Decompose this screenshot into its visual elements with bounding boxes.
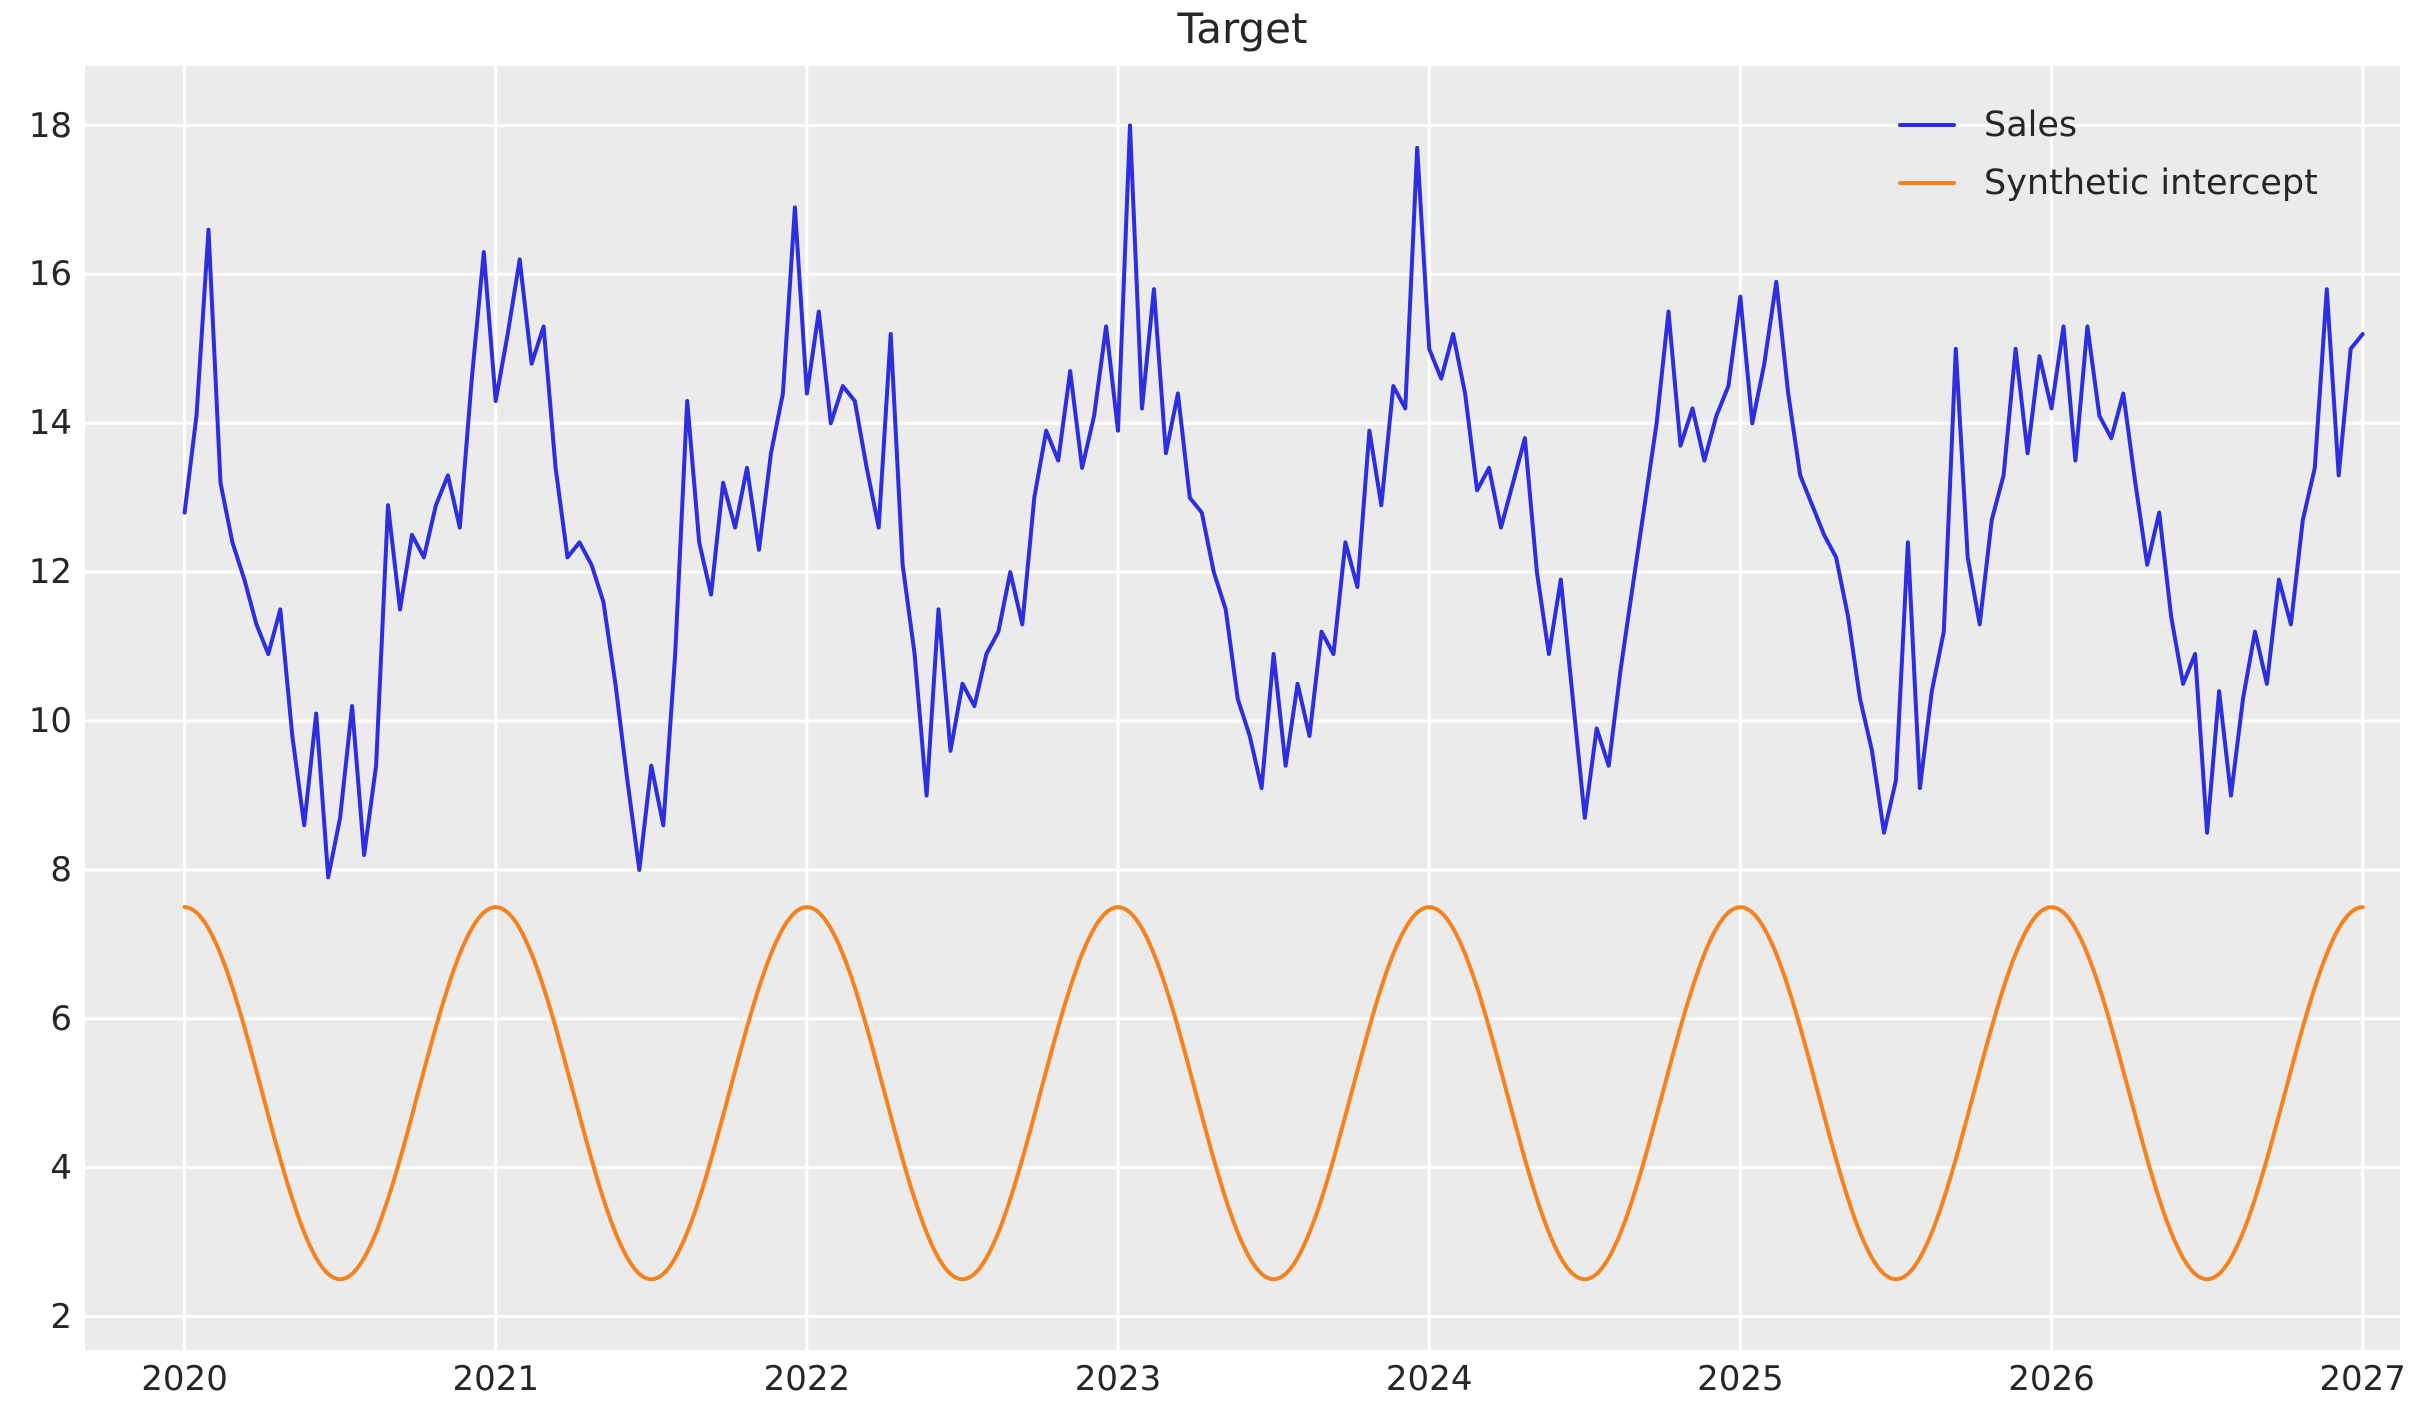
legend-label-sales: Sales bbox=[1984, 105, 2078, 145]
y-tick-label: 18 bbox=[28, 105, 72, 146]
x-tick-label: 2022 bbox=[763, 1359, 851, 1399]
chart-title: Target bbox=[1177, 4, 1308, 53]
x-tick-label: 2026 bbox=[2008, 1359, 2095, 1399]
synthetic-intercept-line bbox=[182, 905, 2365, 1282]
y-tick-label: 16 bbox=[28, 254, 72, 295]
x-tick-label: 2025 bbox=[1697, 1359, 1784, 1399]
y-tick-label: 4 bbox=[50, 1147, 72, 1188]
data-series bbox=[182, 123, 2365, 1282]
legend: Sales Synthetic intercept bbox=[1898, 96, 2318, 212]
legend-row-intercept: Synthetic intercept bbox=[1898, 154, 2318, 212]
x-tick-label: 2023 bbox=[1074, 1359, 1162, 1399]
y-tick-label: 14 bbox=[28, 403, 72, 444]
sales-line-swatch bbox=[1898, 123, 1956, 127]
intercept-line-swatch bbox=[1898, 181, 1956, 185]
legend-row-sales: Sales bbox=[1898, 96, 2318, 154]
y-tick-label: 10 bbox=[28, 701, 72, 742]
y-tick-label: 8 bbox=[50, 849, 72, 890]
y-tick-label: 6 bbox=[50, 998, 72, 1039]
sales-line bbox=[182, 123, 2365, 880]
legend-label-intercept: Synthetic intercept bbox=[1984, 163, 2318, 203]
y-tick-label: 2 bbox=[50, 1296, 72, 1337]
x-tick-label: 2024 bbox=[1385, 1359, 1473, 1399]
x-tick-label: 2020 bbox=[141, 1359, 228, 1399]
y-tick-label: 12 bbox=[28, 552, 72, 593]
x-tick-label: 2021 bbox=[452, 1359, 539, 1399]
gridlines bbox=[85, 66, 2400, 1350]
x-tick-label: 2027 bbox=[2319, 1359, 2406, 1399]
